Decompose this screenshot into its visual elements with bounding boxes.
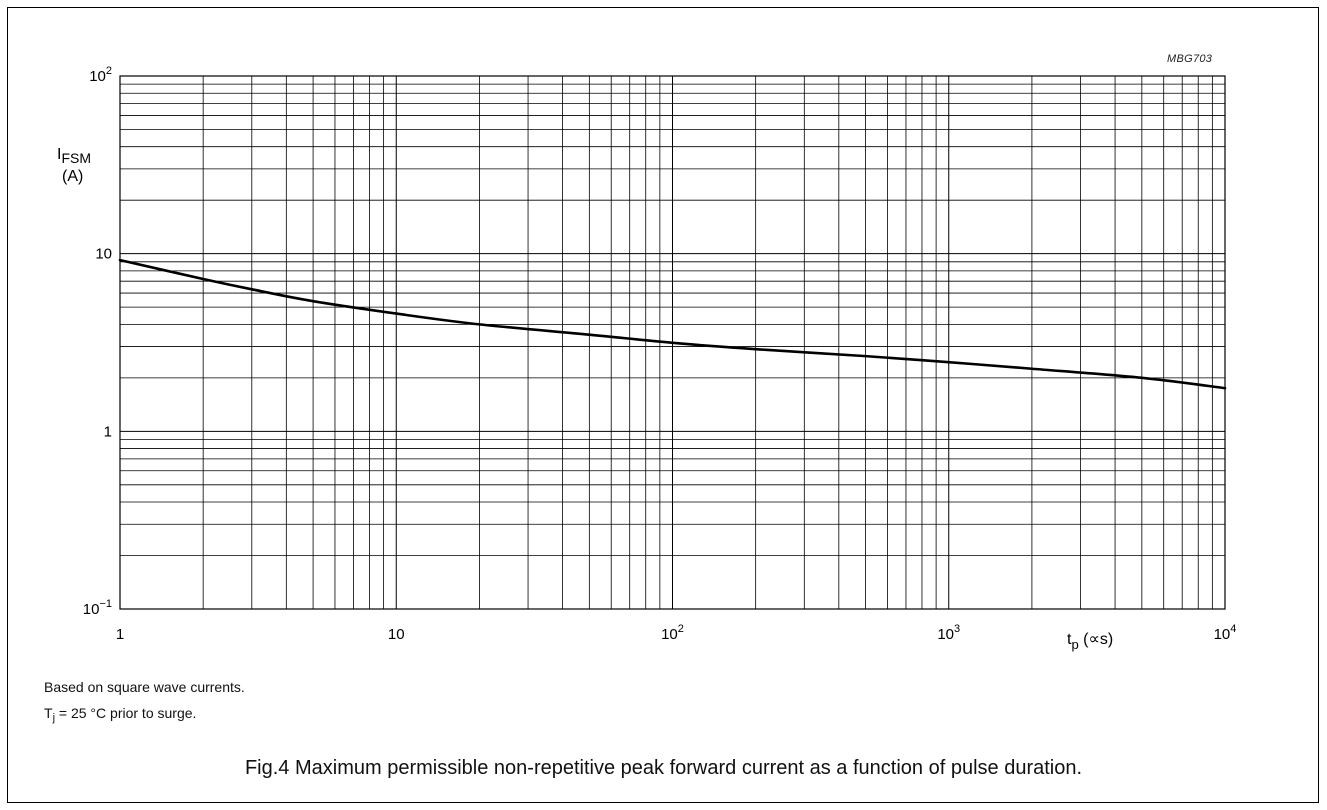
- figure-frame: [7, 7, 1319, 803]
- y-axis-label-sub: FSM: [61, 150, 92, 166]
- y-axis-label: IFSM: [57, 144, 92, 166]
- x-axis-unit: (∝s): [1078, 631, 1114, 648]
- y-tick-label: 10: [95, 246, 112, 263]
- note-t-sub: j: [52, 712, 56, 724]
- figure-code: MBG703: [1167, 53, 1213, 65]
- y-tick-label: 1: [104, 423, 112, 440]
- note-square-wave: Based on square wave currents.: [44, 679, 245, 695]
- note-t: T: [44, 705, 53, 721]
- y-tick-label: 10−1: [83, 598, 112, 618]
- plot-border: [119, 75, 1226, 610]
- x-tick-label: 104: [1214, 623, 1237, 643]
- y-axis-unit: (A): [62, 168, 84, 185]
- note-rest: = 25 °C prior to surge.: [55, 705, 197, 721]
- y-axis-label-main: I: [57, 146, 62, 163]
- note-junction-temp: Tj = 25 °C prior to surge.: [44, 705, 197, 724]
- x-tick-label: 102: [661, 623, 684, 643]
- y-tick-label: 102: [89, 65, 112, 85]
- x-axis-label-main: t: [1067, 631, 1072, 648]
- x-tick-label: 103: [937, 623, 960, 643]
- x-tick-label: 10: [388, 626, 405, 643]
- x-axis-label: tp (∝s): [1067, 629, 1114, 652]
- figure-caption: Fig.4 Maximum permissible non-repetitive…: [244, 757, 1083, 779]
- x-tick-label: 1: [116, 626, 124, 643]
- x-axis-label-sub: p: [1071, 637, 1079, 652]
- series-line: [118, 258, 1227, 390]
